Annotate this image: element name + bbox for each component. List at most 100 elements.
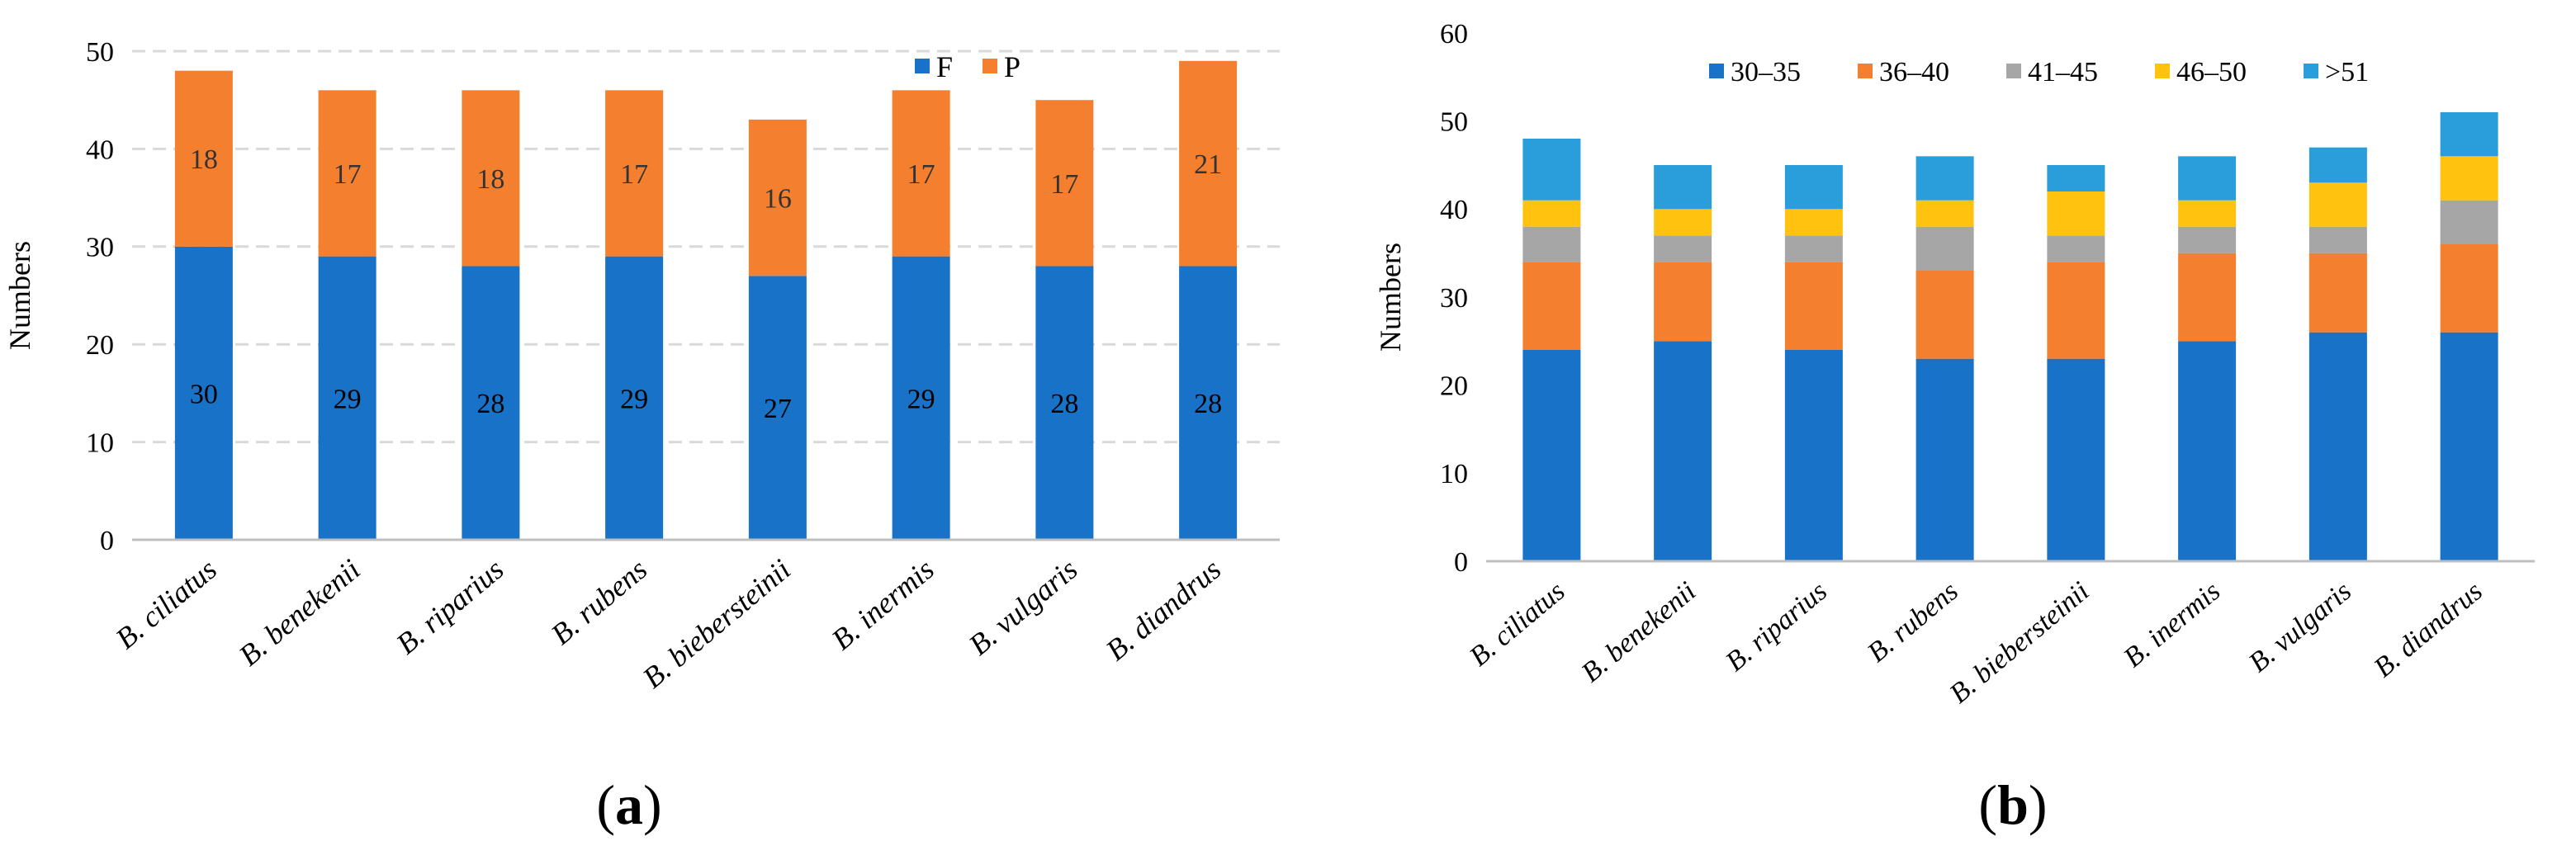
y-tick-label: 20 [86, 330, 114, 361]
x-tick-label: B. rubens [545, 552, 653, 650]
bar-segment-P [892, 90, 950, 257]
bar-segment-F [174, 246, 233, 540]
bar-segment-F [1179, 266, 1238, 540]
bar-segment-36–40 [1784, 262, 1843, 350]
bar-segment-F [318, 256, 376, 540]
bar-segment->51 [1915, 156, 1974, 201]
bar-segment-30–35 [1522, 350, 1581, 561]
bar-segment-41–45 [1654, 235, 1712, 262]
x-tick-label: B. biebersteinii [1944, 576, 2095, 710]
y-tick-label: 50 [1440, 107, 1468, 138]
bar-segment->51 [2178, 156, 2237, 201]
chart-panel-b: 0 10 20 30 40 50 60 Numbers B. ciliatus B. beneke… [1374, 19, 2535, 836]
x-tick-label: B. ciliatus [1464, 576, 1570, 673]
x-tick-label: B. biebersteinii [637, 552, 797, 694]
legend: 30–35 36–40 41–45 46–50 >51 [1709, 57, 2369, 87]
legend-swatch [915, 59, 930, 73]
bar-segment-46–50 [1522, 200, 1581, 227]
bar-segment->51 [1654, 165, 1712, 210]
bar-segment-P [1179, 60, 1238, 267]
data-label: 17 [1050, 169, 1078, 200]
bar-segment-46–50 [2178, 200, 2237, 227]
bar-segment-41–45 [1522, 226, 1581, 262]
bar-segment-41–45 [1784, 235, 1843, 262]
data-label: 18 [476, 164, 504, 195]
y-tick-label: 40 [1440, 195, 1468, 225]
data-label: 28 [1194, 389, 1222, 419]
bar-segment-30–35 [2047, 358, 2105, 561]
panel-label: (a) [596, 773, 661, 836]
data-label: 28 [476, 389, 504, 419]
bar-segment-46–50 [2047, 191, 2105, 236]
y-tick-label: 0 [100, 526, 114, 556]
legend-label: 41–45 [2028, 57, 2098, 87]
bar-segment-36–40 [2178, 253, 2237, 342]
bar-segment-36–40 [1654, 262, 1712, 342]
data-label: 29 [907, 384, 935, 414]
bar-segment-41–45 [2440, 200, 2498, 244]
data-label: 17 [907, 159, 935, 190]
data-label: 27 [764, 394, 792, 424]
y-tick-label: 60 [1440, 19, 1468, 50]
bar-segment-F [462, 266, 520, 540]
y-tick-label: 10 [86, 428, 114, 459]
bar-segment-46–50 [1915, 200, 1974, 227]
bar-segment-46–50 [1784, 209, 1843, 236]
legend-label: F [936, 50, 953, 83]
y-tick-label: 50 [86, 37, 114, 68]
y-axis-title: Numbers [3, 241, 36, 350]
bar-segment-36–40 [1915, 271, 1974, 359]
chart-panel-a: 0 10 20 30 40 50 Numbers 30 18 29 17 28 18 29 17 27 16 29… [3, 37, 1280, 836]
bar-segment-P [605, 90, 664, 257]
bar-segment-41–45 [2308, 226, 2367, 253]
legend-swatch [983, 59, 997, 73]
bar-segment-P [462, 90, 520, 267]
bar-segment-30–35 [1654, 341, 1712, 561]
y-tick-label: 30 [1440, 283, 1468, 314]
x-tick-label: B. benekenii [233, 552, 367, 672]
legend-label: 46–50 [2176, 57, 2247, 87]
bar-segment-F [1035, 266, 1094, 540]
y-tick-label: 20 [1440, 371, 1468, 402]
legend-label: 30–35 [1731, 57, 1801, 87]
legend-swatch [1858, 64, 1873, 78]
panel-label: (b) [1978, 773, 2047, 836]
y-tick-label: 0 [1454, 547, 1468, 578]
bar-segment->51 [1522, 139, 1581, 201]
legend-label: 36–40 [1879, 57, 1949, 87]
x-tick-label: B. diandrus [2368, 576, 2488, 683]
bar-segment-P [748, 119, 807, 276]
bar-segment-30–35 [2308, 332, 2367, 561]
data-label: 28 [1050, 389, 1078, 419]
x-tick-label: B. vulgaris [963, 552, 1084, 661]
x-tick-label: B. riparius [1720, 576, 1833, 678]
data-label: 16 [764, 184, 792, 215]
y-axis-title: Numbers [1374, 243, 1407, 352]
bar-segment-41–45 [1915, 226, 1974, 271]
y-tick-label: 40 [86, 135, 114, 165]
bar-segment-36–40 [1522, 262, 1581, 350]
legend-swatch [1709, 64, 1724, 78]
bar-segment->51 [2440, 112, 2498, 157]
legend-swatch [2304, 64, 2318, 78]
x-tick-label: B. ciliatus [109, 552, 223, 654]
bar-segment-46–50 [2308, 182, 2367, 227]
legend-swatch [2155, 64, 2170, 78]
bar-segment-36–40 [2047, 262, 2105, 359]
y-tick-label: 10 [1440, 459, 1468, 489]
x-tick-label: B. inermis [826, 552, 940, 656]
data-label: 17 [620, 159, 648, 190]
y-tick-label: 30 [86, 233, 114, 263]
data-label: 29 [620, 384, 648, 414]
bar-segment-30–35 [1784, 350, 1843, 561]
x-tick-label: B. vulgaris [2243, 576, 2357, 678]
bar-segment-F [748, 276, 807, 540]
bar-segment-F [892, 256, 950, 540]
data-label: 21 [1194, 149, 1222, 180]
bar-segment-46–50 [2440, 156, 2498, 201]
bar-segment-P [318, 90, 376, 257]
bar-segment-36–40 [2440, 244, 2498, 333]
data-label: 30 [190, 379, 218, 409]
